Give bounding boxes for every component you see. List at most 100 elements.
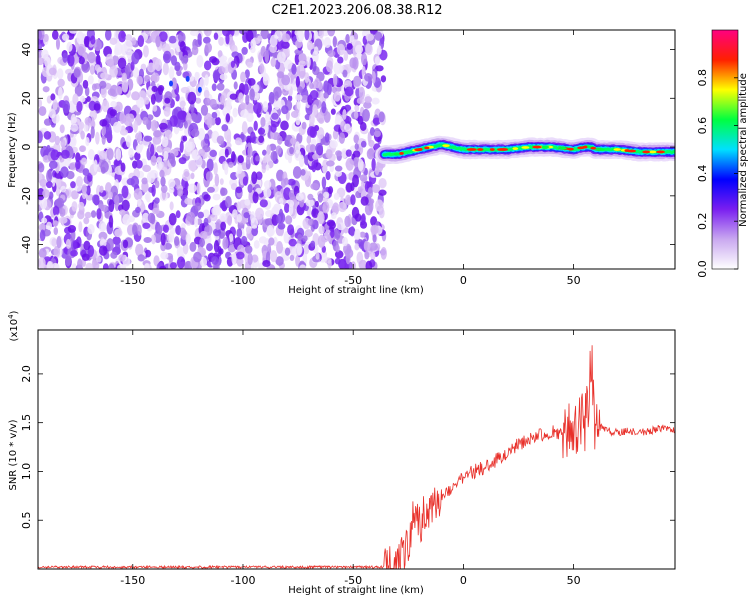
heatmap-cell xyxy=(145,191,151,203)
heatmap-cell xyxy=(187,141,196,151)
heatmap-cell xyxy=(76,31,85,45)
heatmap-cell xyxy=(85,137,90,147)
heatmap-cell xyxy=(109,65,118,78)
heatmap-cell xyxy=(110,100,117,108)
heatmap-cell xyxy=(332,129,339,140)
heatmap-cell xyxy=(62,100,71,114)
heatmap-cell xyxy=(241,235,248,246)
heatmap-cell xyxy=(346,42,353,50)
heatmap-cell xyxy=(332,36,337,48)
heatmap-cell xyxy=(442,144,450,148)
heatmap-cell xyxy=(226,98,232,111)
heatmap-cell xyxy=(61,33,70,41)
heatmap-cell xyxy=(118,254,126,262)
heatmap-cell xyxy=(75,152,81,163)
heatmap-cell xyxy=(230,151,236,163)
heatmap-panel: -150 -100 -50 0 50 -40 -20 0 20 40 Height of str… xyxy=(7,29,676,296)
heatmap-cell xyxy=(206,243,213,252)
heatmap-cell xyxy=(330,108,336,115)
heatmap-cell xyxy=(53,227,59,235)
heatmap-cell xyxy=(160,251,169,260)
heatmap-cell xyxy=(247,78,256,86)
heatmap-cell xyxy=(259,199,268,208)
heatmap-cell xyxy=(354,104,360,112)
heatmap-cell xyxy=(197,33,202,46)
heatmap-cell xyxy=(38,57,45,66)
heatmap-cell xyxy=(393,152,400,156)
heatmap-cell xyxy=(311,208,320,219)
snr-y-ticks: 0.5 1.0 1.5 2.0 xyxy=(20,365,675,529)
snr-panel: -150 -100 -50 0 50 0.5 1.0 1.5 2.0 Height of st… xyxy=(7,310,676,596)
heatmap-cell xyxy=(265,111,270,124)
heatmap-cell xyxy=(302,235,308,242)
heatmap-cell xyxy=(246,112,254,123)
x-tick-label: -50 xyxy=(344,274,362,287)
heatmap-cell xyxy=(326,219,336,227)
heatmap-cell xyxy=(240,71,246,83)
heatmap-cell xyxy=(324,132,330,143)
heatmap-cell xyxy=(151,184,156,197)
heatmap-cell xyxy=(512,147,519,151)
heatmap-cell xyxy=(208,98,218,108)
heatmap-cell xyxy=(102,125,107,136)
heatmap-cell xyxy=(168,186,175,194)
heatmap-cell xyxy=(203,217,209,227)
heatmap-cell xyxy=(107,88,116,96)
heatmap-cell xyxy=(590,146,597,150)
heatmap-cell xyxy=(255,207,264,220)
heatmap-cell xyxy=(60,166,69,178)
x-tick-label: -100 xyxy=(231,274,256,287)
heatmap-cell xyxy=(199,230,208,240)
heatmap-cell xyxy=(225,113,231,123)
heatmap-cell xyxy=(58,86,63,100)
heatmap-cell xyxy=(296,100,301,110)
heatmap-cell xyxy=(352,150,361,159)
heatmap-cell xyxy=(359,231,366,238)
heatmap-cell xyxy=(262,74,270,86)
heatmap-cell xyxy=(108,199,115,213)
heatmap-cell xyxy=(48,160,58,170)
heatmap-cell xyxy=(60,149,70,159)
heatmap-cell xyxy=(177,188,184,197)
heatmap-cell xyxy=(87,75,94,85)
heatmap-cell xyxy=(179,140,184,153)
heatmap-cell xyxy=(162,50,172,64)
heatmap-cell xyxy=(67,53,75,67)
heatmap-cell xyxy=(85,193,94,201)
heatmap-cell xyxy=(334,250,344,259)
heatmap-cell xyxy=(577,146,585,150)
heatmap-cell xyxy=(337,56,344,64)
heatmap-cell xyxy=(54,135,61,146)
heatmap-cell xyxy=(378,111,385,123)
heatmap-cell xyxy=(195,155,203,168)
heatmap-cell xyxy=(266,144,271,155)
heatmap-cell xyxy=(211,256,219,265)
heatmap-cell xyxy=(288,238,297,247)
heatmap-cell xyxy=(79,145,87,153)
heatmap-cell xyxy=(287,178,296,186)
heatmap-cell xyxy=(189,241,197,252)
heatmap-cell xyxy=(39,229,46,242)
heatmap-cell xyxy=(367,186,374,199)
heatmap-cell xyxy=(168,178,176,189)
x-tick-label: 50 xyxy=(567,574,581,587)
heatmap-cell xyxy=(72,93,79,105)
heatmap-cell xyxy=(348,261,353,269)
heatmap-cell xyxy=(257,127,266,135)
heatmap-cell xyxy=(83,123,89,132)
heatmap-cell xyxy=(360,140,367,148)
heatmap-cell xyxy=(57,78,65,87)
heatmap-cell xyxy=(359,174,368,182)
heatmap-cell xyxy=(315,142,324,155)
heatmap-cell xyxy=(276,169,285,182)
heatmap-cell xyxy=(327,50,336,58)
heatmap-cell xyxy=(532,145,542,149)
heatmap-cell xyxy=(122,213,131,226)
heatmap-cell xyxy=(70,181,76,189)
heatmap-cell xyxy=(126,178,135,186)
heatmap-cell xyxy=(363,30,372,34)
heatmap-cell xyxy=(258,135,265,144)
heatmap-cell xyxy=(65,255,72,267)
heatmap-cell xyxy=(245,94,250,105)
